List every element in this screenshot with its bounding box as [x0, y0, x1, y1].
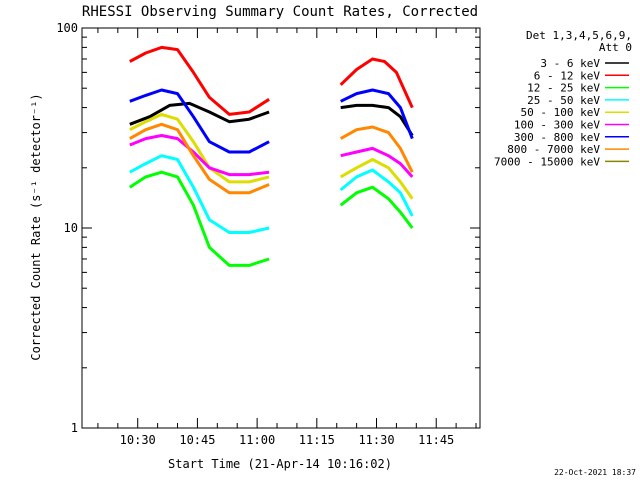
- plot-frame: [81, 27, 481, 429]
- y-tick-label: 1: [71, 421, 78, 435]
- legend-title-line-2: Att 0: [599, 41, 632, 54]
- x-axis-label: Start Time (21-Apr-14 10:16:02): [168, 457, 392, 471]
- series-line-8: [129, 122, 414, 195]
- series-line-5: [129, 112, 414, 200]
- series-line-7: [129, 88, 414, 154]
- legend-label-4: 25 - 50 keV: [527, 94, 600, 107]
- x-tick-label: 10:45: [179, 433, 215, 447]
- x-tick-label: 11:15: [299, 433, 335, 447]
- x-tick-label: 11:30: [358, 433, 394, 447]
- x-tick-label: 10:30: [120, 433, 156, 447]
- series-line-2: [129, 45, 414, 116]
- series-line-4: [129, 154, 414, 234]
- legend-label-7: 300 - 800 keV: [514, 131, 600, 144]
- series-line-6: [129, 134, 414, 178]
- plot-area: 1 10 100 10:30 10:45 11:00 11:15 11:30 11:45: [56, 21, 481, 447]
- y-tick-label: 10: [64, 221, 78, 235]
- y-tick-label: 100: [56, 21, 78, 35]
- legend-label-1: 3 - 6 keV: [540, 57, 600, 70]
- footer-timestamp: 22-Oct-2021 18:37: [554, 468, 636, 477]
- x-tick-label: 11:00: [239, 433, 275, 447]
- y-axis-label: Corrected Count Rate (s⁻¹ detector⁻¹): [29, 93, 43, 360]
- legend-label-2: 6 - 12 keV: [534, 69, 601, 82]
- legend-title-line-1: Det 1,3,4,5,6,9,: [526, 29, 632, 42]
- x-tick-label: 11:45: [418, 433, 454, 447]
- series-line-1: [129, 101, 414, 137]
- chart-title: RHESSI Observing Summary Count Rates, Co…: [82, 4, 478, 20]
- legend-label-3: 12 - 25 keV: [527, 82, 600, 95]
- legend-label-8: 800 - 7000 keV: [507, 143, 600, 156]
- legend-label-5: 50 - 100 keV: [521, 106, 601, 119]
- legend-label-6: 100 - 300 keV: [514, 119, 600, 132]
- legend-label-9: 7000 - 15000 keV: [494, 155, 600, 168]
- series-line-3: [128, 170, 414, 267]
